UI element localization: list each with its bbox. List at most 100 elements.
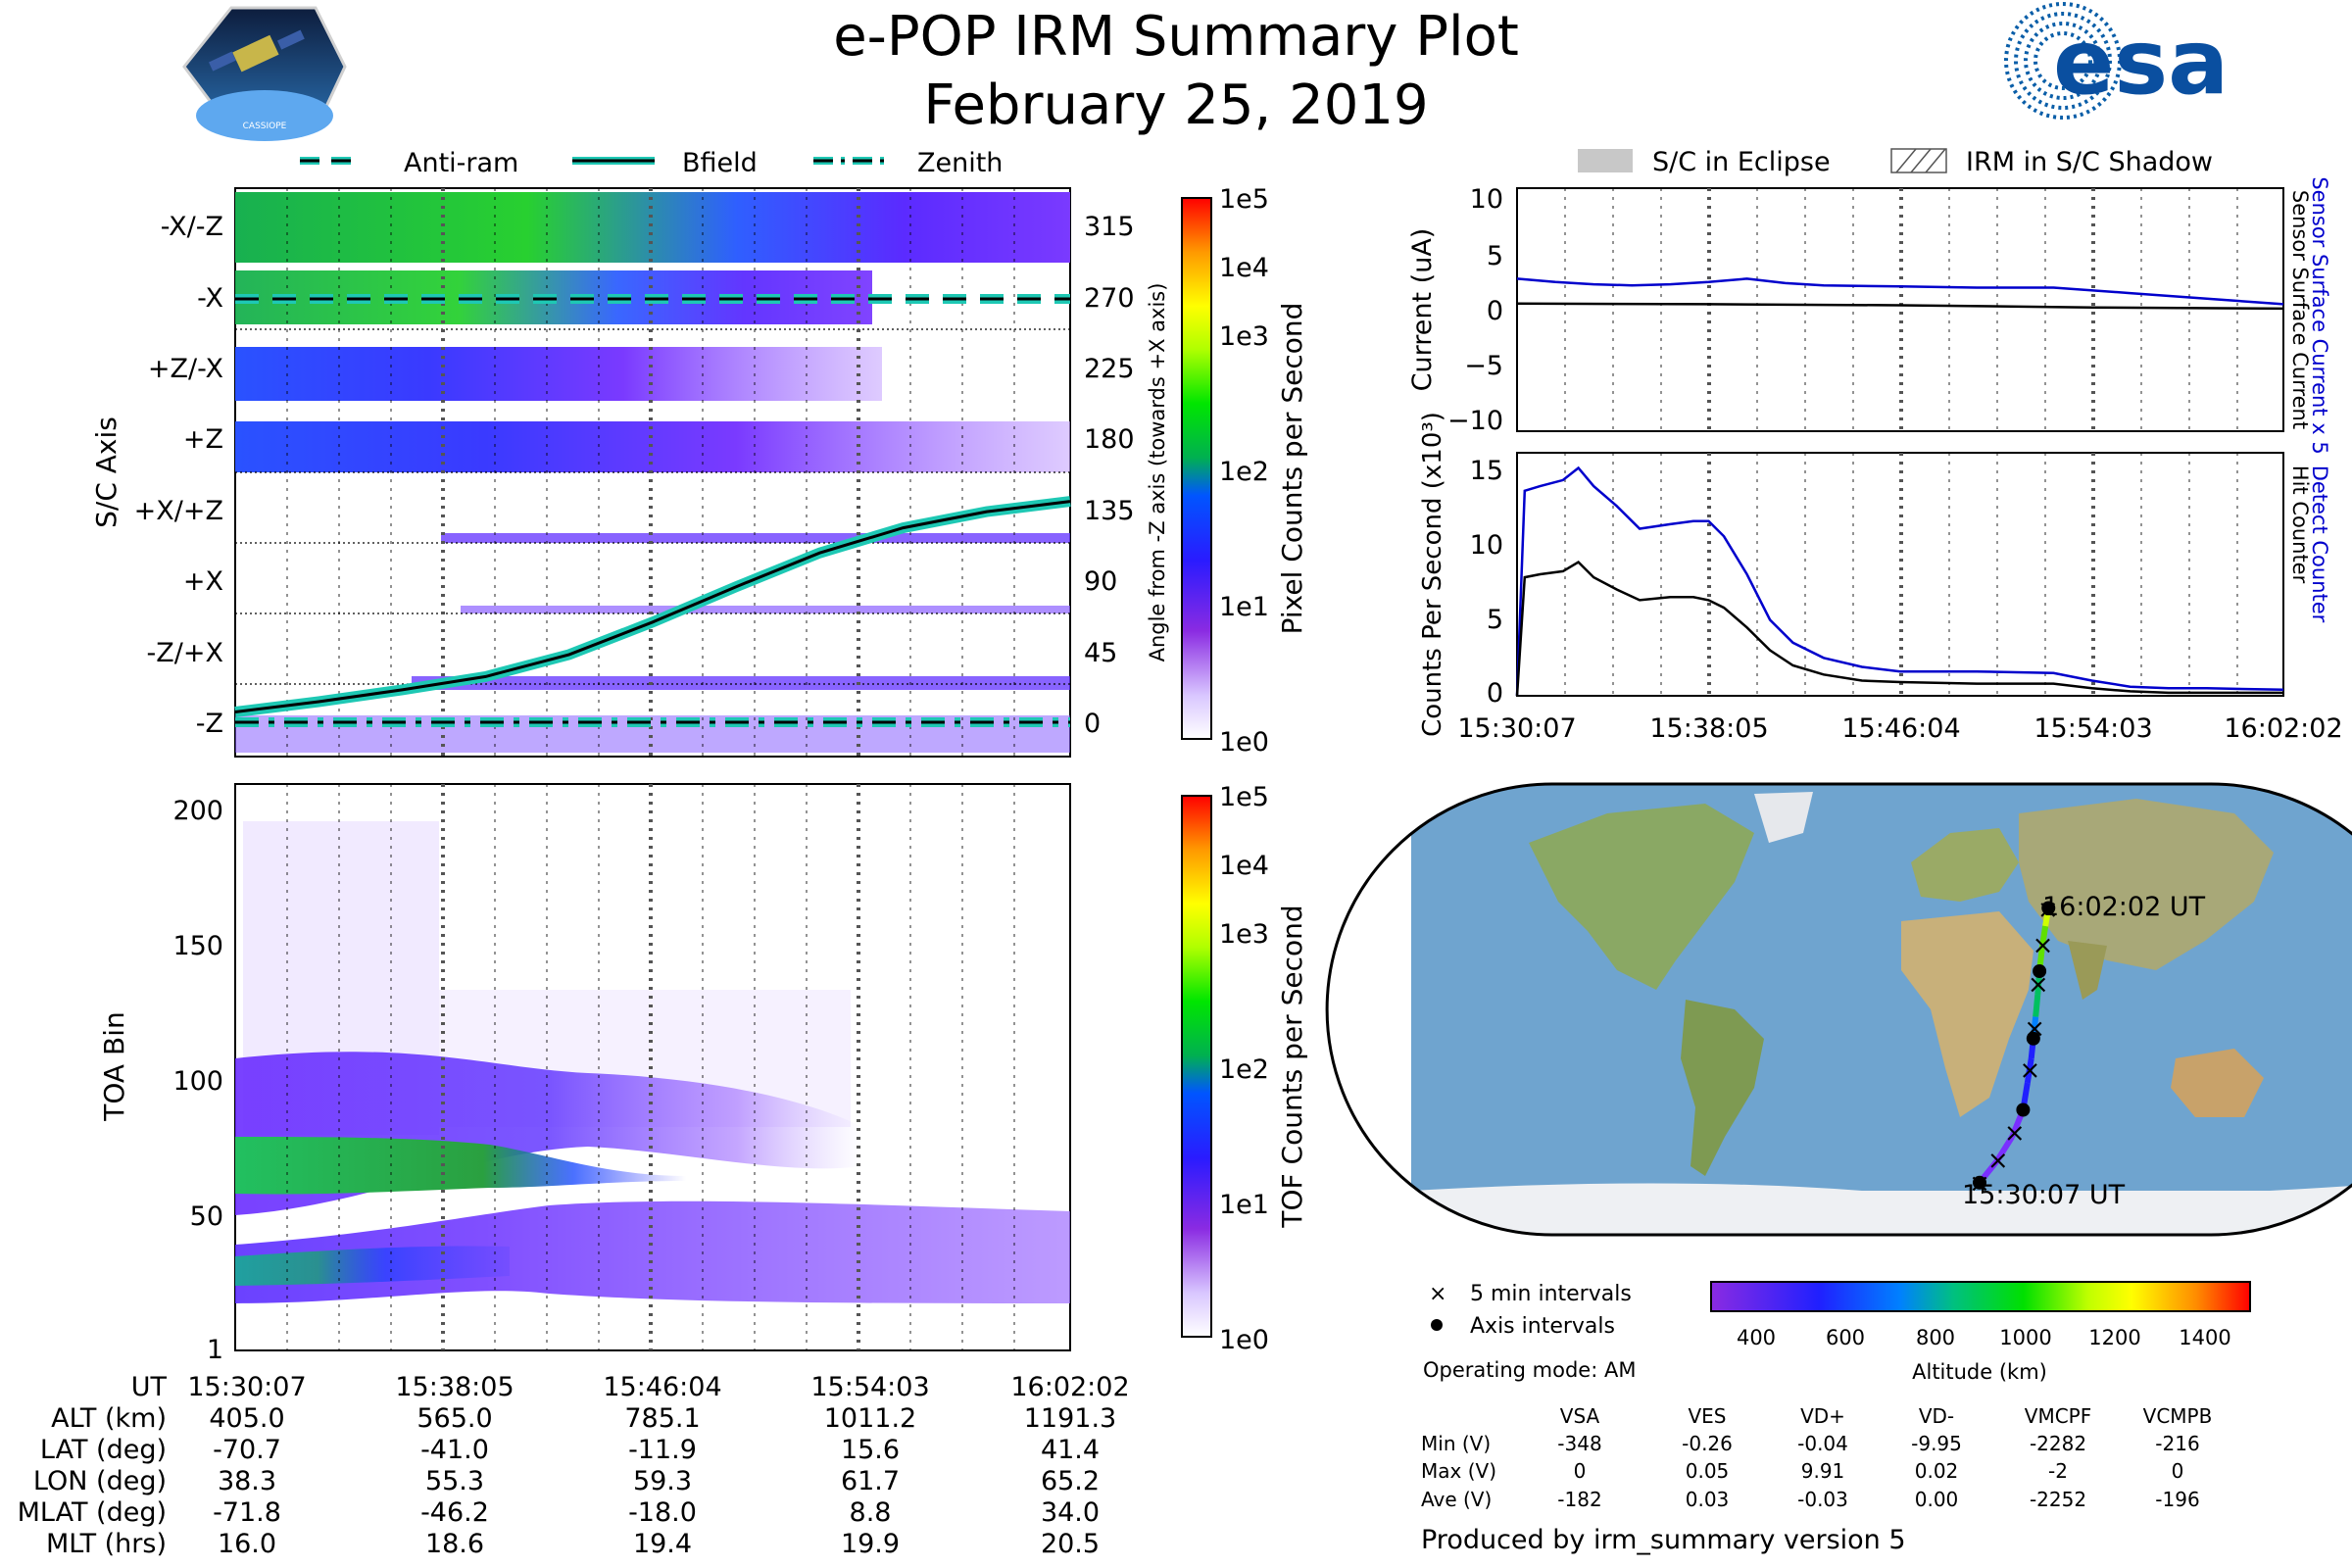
continent-india — [2068, 941, 2107, 1000]
shadow-swatch — [1890, 148, 1947, 173]
orbit-cell: 8.8 — [850, 1497, 892, 1528]
current-line-black — [1516, 302, 2284, 311]
orbit-row-label-alt: ALT (km) — [51, 1403, 167, 1434]
counts-frame — [1516, 452, 2284, 697]
volt-header: VMCPF — [2025, 1404, 2091, 1428]
volt-row-label: Max (V) — [1421, 1459, 1496, 1483]
cassiope-logo-text: CASSIOPE — [243, 122, 287, 131]
current-y2label-blue: Sensor Surface Current x 5 — [2308, 176, 2331, 454]
continent-greenland — [1754, 792, 1813, 843]
toa-cbar-tick-2: 1e3 — [1219, 919, 1269, 950]
continent-north-america — [1529, 804, 1754, 990]
volt-cell: -182 — [1557, 1488, 1601, 1511]
legend-eclipse: S/C in Eclipse — [1652, 147, 1831, 177]
five-min-interval-point: × — [1987, 1147, 2009, 1176]
orbit-cell: 41.4 — [1041, 1435, 1100, 1465]
pixel-cbar-tick-3: 1e2 — [1219, 457, 1269, 487]
volt-cell: -9.95 — [1911, 1432, 1962, 1455]
orbit-cell: -41.0 — [420, 1435, 489, 1465]
toa-ytick-150: 150 — [172, 931, 223, 961]
pixel-ytick-2: +Z/-X — [148, 354, 223, 384]
legend-bfield: Bfield — [682, 148, 758, 178]
orbit-cell: 65.2 — [1041, 1466, 1100, 1496]
current-ytick-m5: −5 — [1464, 351, 1503, 381]
volt-header: VD+ — [1800, 1404, 1845, 1428]
counts-ytick-10: 10 — [1470, 530, 1503, 561]
pixel-band-mz — [235, 715, 1070, 753]
pixel-ytick-6: -Z/+X — [147, 638, 223, 668]
pixel-band-px — [461, 606, 1070, 613]
orbit-cell: 59.3 — [633, 1466, 692, 1496]
counts-xtick-3: 15:54:03 — [2034, 713, 2152, 744]
pixel-ytick-3: +Z — [183, 424, 223, 455]
axis-interval-point — [2041, 901, 2056, 915]
plot-date: February 25, 2019 — [923, 74, 1428, 137]
orbit-cell: 1191.3 — [1024, 1403, 1116, 1434]
volt-header: VD- — [1919, 1404, 1954, 1428]
legend-5min: 5 min intervals — [1470, 1282, 1632, 1306]
alt-tick-400: 400 — [1737, 1326, 1776, 1349]
toa-band-lower-core — [235, 1246, 510, 1286]
toa-ytick-1: 1 — [207, 1335, 223, 1365]
plot-title: e-POP IRM Summary Plot — [833, 5, 1519, 69]
volt-row-label: Ave (V) — [1421, 1488, 1492, 1511]
current-ytick-10: 10 — [1470, 184, 1503, 215]
orbit-cell: -70.7 — [213, 1435, 281, 1465]
pixel-y2tick-4: 135 — [1084, 496, 1135, 526]
continent-australia — [2171, 1049, 2264, 1117]
legend-dot-icon — [1431, 1319, 1443, 1331]
alt-tick-1000: 1000 — [1999, 1326, 2051, 1349]
toa-cbar-tick-0: 1e5 — [1219, 782, 1269, 812]
current-panel: 10 5 0 −5 −10 Current (uA) Sensor Surfac… — [1407, 176, 2331, 454]
map-legend: × 5 min intervals Axis intervals Operati… — [1423, 1282, 1636, 1382]
axis-interval-point — [2033, 964, 2047, 978]
volt-header: VSA — [1560, 1404, 1600, 1428]
pixel-colorbar: 1e5 1e4 1e3 1e2 1e1 1e0 Pixel Counts per… — [1181, 184, 1308, 758]
alt-tick-600: 600 — [1826, 1326, 1865, 1349]
cassiope-logo: CASSIOPE — [182, 6, 347, 141]
counts-line-black — [1515, 561, 2283, 697]
current-ytick-0: 0 — [1487, 296, 1503, 326]
altitude-colorbar: 400 600 800 1000 1200 1400 Altitude (km) — [1710, 1281, 2251, 1384]
counts-ylabel: Counts Per Second (x10³) — [1418, 412, 1447, 737]
current-line-blue — [1516, 277, 2284, 306]
pixel-cbar-tick-4: 1e1 — [1219, 592, 1269, 622]
orbit-cell: 405.0 — [209, 1403, 284, 1434]
pixel-cbar-tick-1: 1e4 — [1219, 253, 1269, 283]
counts-ytick-5: 5 — [1487, 605, 1503, 635]
toa-cbar-label: TOF Counts per Second — [1276, 905, 1308, 1228]
orbit-cell: -46.2 — [420, 1497, 489, 1528]
counts-xtick-2: 15:46:04 — [1841, 713, 1960, 744]
five-min-interval-point: × — [1969, 1169, 1990, 1199]
orbit-cell: -18.0 — [628, 1497, 697, 1528]
pixel-ytick-5: +X — [183, 566, 223, 597]
volt-cell: 9.91 — [1801, 1459, 1845, 1483]
pixel-ytick-7: -Z — [196, 709, 223, 739]
five-min-interval-point: × — [2004, 1119, 2026, 1149]
volt-cell: -0.26 — [1682, 1432, 1733, 1455]
volt-cell: -2282 — [2030, 1432, 2086, 1455]
five-min-interval-point: × — [2020, 1056, 2041, 1086]
five-min-interval-point: × — [2037, 896, 2059, 925]
toa-cbar-tick-4: 1e1 — [1219, 1190, 1269, 1220]
counts-xtick-1: 15:38:05 — [1649, 713, 1768, 744]
toa-cbar-tick-5: 1e0 — [1219, 1325, 1269, 1355]
pixel-y2tick-1: 270 — [1084, 283, 1135, 314]
counts-xtick-4: 16:02:02 — [2224, 713, 2342, 744]
alt-tick-1200: 1200 — [2088, 1326, 2140, 1349]
volt-cell: -216 — [2155, 1432, 2199, 1455]
volt-cell: -348 — [1557, 1432, 1601, 1455]
pixel-y2tick-3: 180 — [1084, 424, 1135, 455]
pixel-y2tick-6: 45 — [1084, 638, 1117, 668]
pixel-ytick-0: -X/-Z — [161, 212, 223, 242]
orbit-ut-1: 15:38:05 — [395, 1372, 514, 1402]
orbit-ut-2: 15:46:04 — [603, 1372, 721, 1402]
pixel-cbar-label: Pixel Counts per Second — [1276, 303, 1308, 635]
volt-cell: 0.03 — [1686, 1488, 1730, 1511]
toa-ylabel: TOA Bin — [98, 1011, 130, 1121]
continent-africa — [1901, 911, 2034, 1117]
volt-cell: 0 — [1574, 1459, 1587, 1483]
axis-interval-point — [2016, 1102, 2031, 1117]
pixel-cbar-tick-0: 1e5 — [1219, 184, 1269, 215]
orbit-cell: 785.1 — [624, 1403, 700, 1434]
